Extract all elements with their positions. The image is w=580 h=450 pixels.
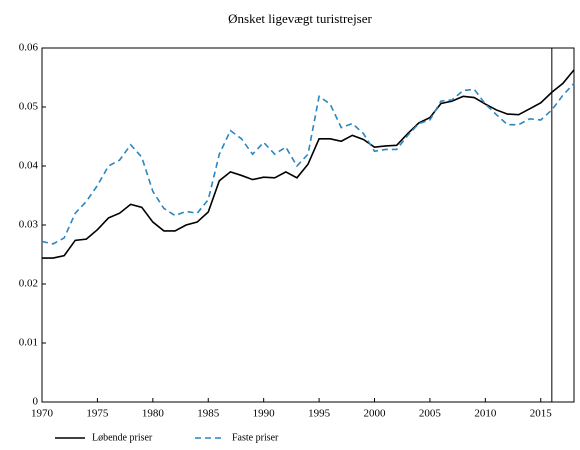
y-tick-label: 0.05 — [19, 101, 39, 113]
plot-frame — [41, 47, 575, 403]
y-tick-label: 0.04 — [19, 160, 39, 172]
data-line — [42, 69, 575, 259]
x-tick-label: 1980 — [142, 408, 165, 420]
y-tick-label: 0.02 — [19, 278, 38, 290]
y-tick-label: 0.03 — [19, 219, 39, 231]
x-tick-label: 1970 — [31, 408, 54, 420]
chart-title: Ønsket ligevægt turistrejser — [228, 11, 372, 26]
legend-label: Løbende priser — [92, 432, 153, 443]
x-tick-label: 1995 — [308, 408, 331, 420]
y-tick-label: 0.01 — [19, 337, 38, 349]
x-tick-label: 1985 — [197, 408, 220, 420]
x-tick-label: 2010 — [474, 408, 497, 420]
data-line — [41, 82, 575, 245]
x-tick-label: 2015 — [530, 408, 553, 420]
x-tick-label: 1990 — [253, 408, 276, 420]
x-tick-label: 2000 — [364, 408, 387, 420]
y-tick-label: 0.06 — [19, 42, 39, 54]
x-tick-label: 2005 — [419, 408, 442, 420]
legend-label: Faste priser — [232, 432, 279, 443]
y-tick-label: 0 — [33, 396, 39, 408]
x-tick-label: 1975 — [86, 408, 109, 420]
